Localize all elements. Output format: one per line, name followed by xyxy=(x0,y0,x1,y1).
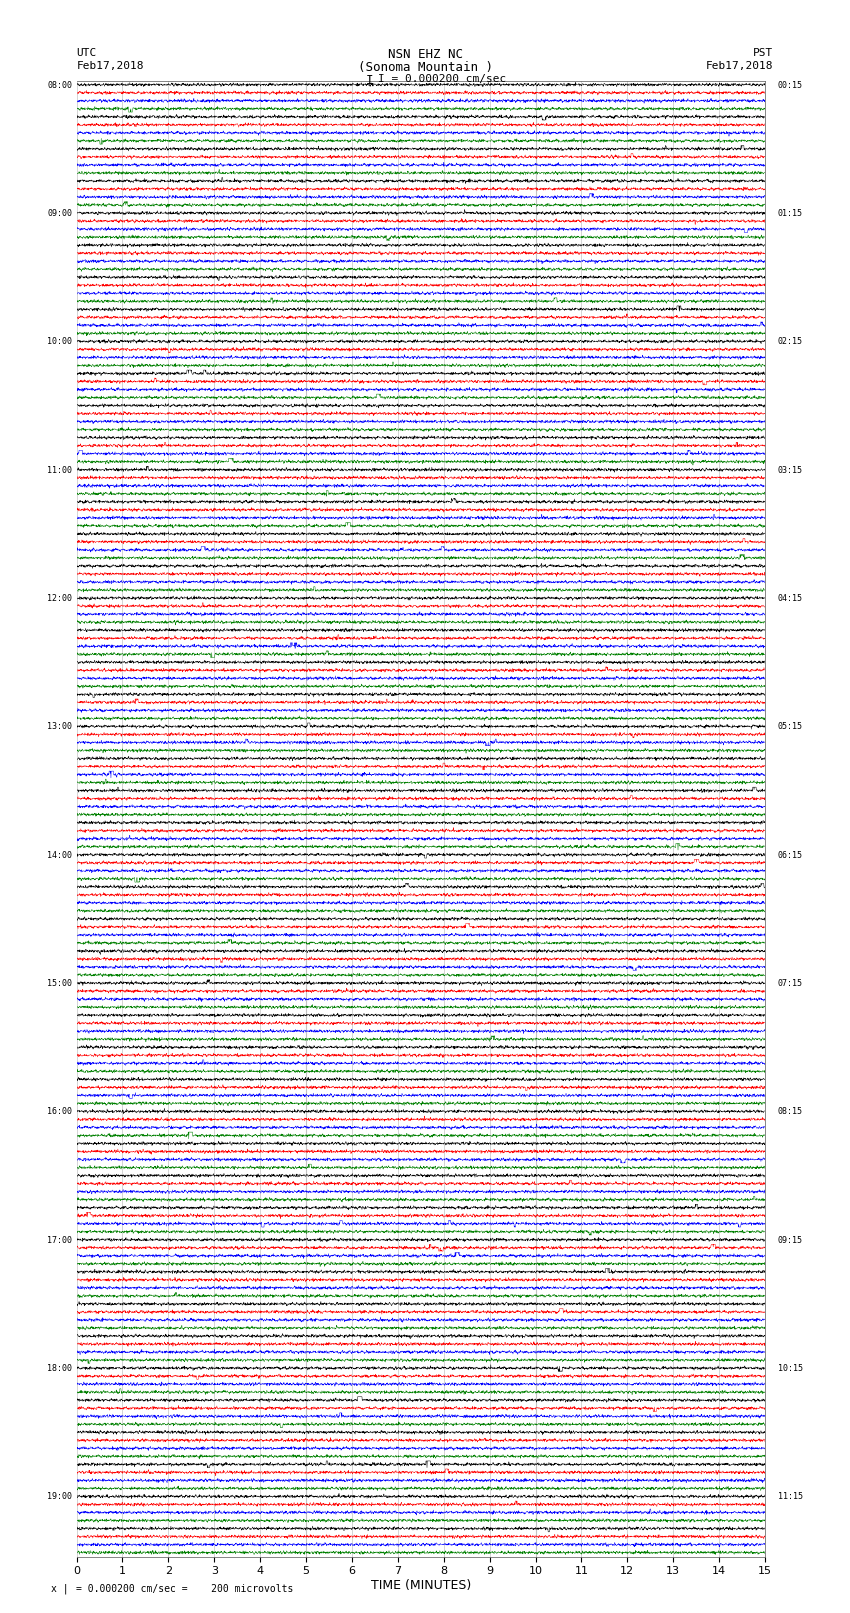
Text: 09:00: 09:00 xyxy=(48,210,72,218)
Text: 17:00: 17:00 xyxy=(48,1236,72,1245)
Text: 00:15: 00:15 xyxy=(778,81,802,90)
Text: 09:15: 09:15 xyxy=(778,1236,802,1245)
Text: 15:00: 15:00 xyxy=(48,979,72,989)
Text: 16:00: 16:00 xyxy=(48,1108,72,1116)
Text: 08:15: 08:15 xyxy=(778,1108,802,1116)
Text: x |: x | xyxy=(51,1582,69,1594)
Text: UTC: UTC xyxy=(76,48,97,58)
Text: 08:00: 08:00 xyxy=(48,81,72,90)
Text: PST: PST xyxy=(753,48,774,58)
Text: 04:15: 04:15 xyxy=(778,594,802,603)
Text: 11:00: 11:00 xyxy=(48,466,72,474)
Text: 11:15: 11:15 xyxy=(778,1492,802,1502)
Text: 03:15: 03:15 xyxy=(778,466,802,474)
Text: 07:15: 07:15 xyxy=(778,979,802,989)
Text: 14:00: 14:00 xyxy=(48,850,72,860)
Text: 01:15: 01:15 xyxy=(778,210,802,218)
Text: NSN EHZ NC: NSN EHZ NC xyxy=(388,48,462,61)
Text: Feb17,2018: Feb17,2018 xyxy=(76,61,144,71)
Text: I: I xyxy=(366,74,373,87)
Text: (Sonoma Mountain ): (Sonoma Mountain ) xyxy=(358,61,492,74)
Text: 05:15: 05:15 xyxy=(778,723,802,731)
Text: 02:15: 02:15 xyxy=(778,337,802,347)
Text: I = 0.000200 cm/sec: I = 0.000200 cm/sec xyxy=(378,74,507,84)
X-axis label: TIME (MINUTES): TIME (MINUTES) xyxy=(371,1579,471,1592)
Text: 13:00: 13:00 xyxy=(48,723,72,731)
Text: 10:15: 10:15 xyxy=(778,1365,802,1373)
Text: Feb17,2018: Feb17,2018 xyxy=(706,61,774,71)
Text: = 0.000200 cm/sec =    200 microvolts: = 0.000200 cm/sec = 200 microvolts xyxy=(76,1584,294,1594)
Text: 18:00: 18:00 xyxy=(48,1365,72,1373)
Text: 06:15: 06:15 xyxy=(778,850,802,860)
Text: 12:00: 12:00 xyxy=(48,594,72,603)
Text: 19:00: 19:00 xyxy=(48,1492,72,1502)
Text: 10:00: 10:00 xyxy=(48,337,72,347)
